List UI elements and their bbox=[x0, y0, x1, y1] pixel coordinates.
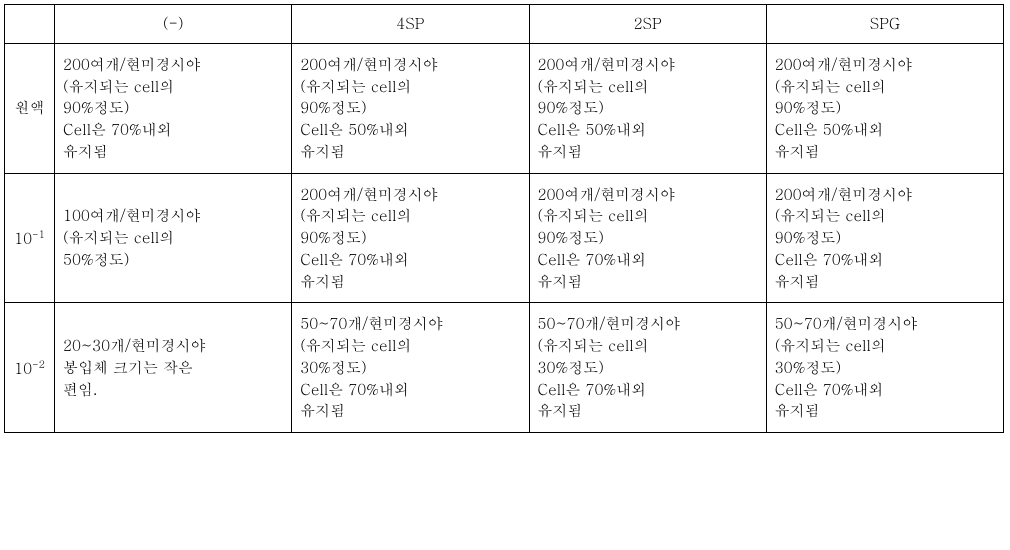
cell-r1-c3: 200여개/현미경시야 (유지되는 cell의 90%정도) Cell은 50%… bbox=[529, 43, 766, 173]
cell-r1-c4: 200여개/현미경시야 (유지되는 cell의 90%정도) Cell은 50%… bbox=[766, 43, 1003, 173]
cell-r3-c2: 50~70개/현미경시야 (유지되는 cell의 30%정도) Cell은 70… bbox=[292, 303, 529, 433]
row-header-stock: 원액 bbox=[5, 43, 55, 173]
cell-r3-c3: 50~70개/현미경시야 (유지되는 cell의 30%정도) Cell은 70… bbox=[529, 303, 766, 433]
table-row: 10-1 100여개/현미경시야 (유지되는 cell의 50%정도) 200여… bbox=[5, 173, 1004, 303]
col-header-spg: SPG bbox=[766, 5, 1003, 44]
exp-power: -2 bbox=[32, 356, 45, 371]
cell-r2-c4: 200여개/현미경시야 (유지되는 cell의 90%정도) Cell은 70%… bbox=[766, 173, 1003, 303]
col-header-minus: (-) bbox=[55, 5, 292, 44]
row-header-ten-minus-1: 10-1 bbox=[5, 173, 55, 303]
table-header-row: (-) 4SP 2SP SPG bbox=[5, 5, 1004, 44]
experiment-table: (-) 4SP 2SP SPG 원액 200여개/현미경시야 (유지되는 cel… bbox=[4, 4, 1004, 433]
col-header-blank bbox=[5, 5, 55, 44]
cell-r2-c2: 200여개/현미경시야 (유지되는 cell의 90%정도) Cell은 70%… bbox=[292, 173, 529, 303]
cell-r1-c1: 200여개/현미경시야 (유지되는 cell의 90%정도) Cell은 70%… bbox=[55, 43, 292, 173]
row-header-ten-minus-2: 10-2 bbox=[5, 303, 55, 433]
table-row: 10-2 20~30개/현미경시야 봉입체 크기는 작은 편임. 50~70개/… bbox=[5, 303, 1004, 433]
col-header-2sp: 2SP bbox=[529, 5, 766, 44]
col-header-4sp: 4SP bbox=[292, 5, 529, 44]
cell-r1-c2: 200여개/현미경시야 (유지되는 cell의 90%정도) Cell은 50%… bbox=[292, 43, 529, 173]
exp-power: -1 bbox=[32, 226, 45, 241]
cell-r3-c4: 50~70개/현미경시야 (유지되는 cell의 30%정도) Cell은 70… bbox=[766, 303, 1003, 433]
exp-base: 10 bbox=[14, 228, 32, 249]
table-row: 원액 200여개/현미경시야 (유지되는 cell의 90%정도) Cell은 … bbox=[5, 43, 1004, 173]
cell-r2-c1: 100여개/현미경시야 (유지되는 cell의 50%정도) bbox=[55, 173, 292, 303]
exp-base: 10 bbox=[14, 358, 32, 379]
cell-r3-c1: 20~30개/현미경시야 봉입체 크기는 작은 편임. bbox=[55, 303, 292, 433]
cell-r2-c3: 200여개/현미경시야 (유지되는 cell의 90%정도) Cell은 70%… bbox=[529, 173, 766, 303]
